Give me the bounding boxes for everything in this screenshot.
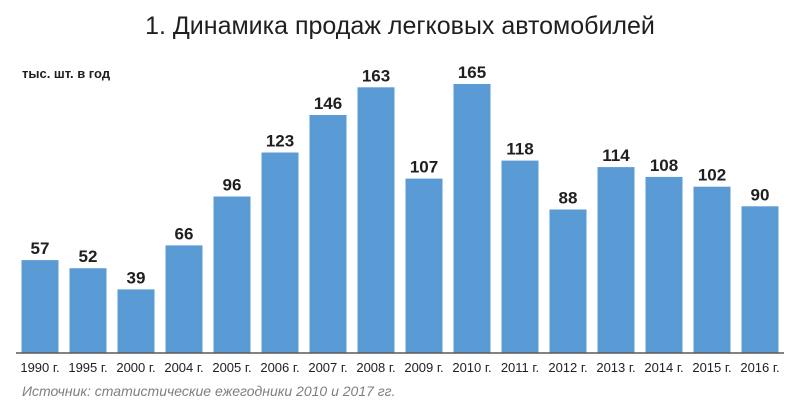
data-label-0: 57 [31,239,50,258]
data-label-4: 96 [223,176,242,195]
data-label-13: 108 [650,156,678,175]
bar-2 [117,289,155,353]
data-label-7: 163 [362,66,390,85]
bar-10 [501,160,539,353]
x-tick-label-8: 2009 г. [404,360,443,375]
x-tick-label-14: 2015 г. [692,360,731,375]
bar-15 [741,206,779,353]
data-label-2: 39 [127,268,146,287]
data-label-9: 165 [458,63,486,82]
bar-6 [309,115,347,353]
bar-0 [21,260,59,353]
x-tick-label-10: 2011 г. [501,360,539,375]
x-tick-label-2: 2000 г. [116,360,155,375]
bar-7 [357,87,395,354]
data-label-14: 102 [698,166,726,185]
data-label-15: 90 [751,185,770,204]
chart-title: 1. Динамика продаж легковых автомобилей [145,12,655,40]
data-label-11: 88 [559,189,578,208]
bar-9 [453,84,491,353]
data-label-1: 52 [79,247,98,266]
bar-3 [165,245,203,353]
bar-12 [597,167,635,353]
data-label-12: 114 [602,146,630,165]
bar-1 [69,268,107,353]
bar-8 [405,178,443,353]
x-tick-label-1: 1995 г. [68,360,107,375]
x-tick-label-7: 2008 г. [356,360,395,375]
bar-13 [645,176,683,353]
bar-5 [261,152,299,353]
x-tick-label-0: 1990 г. [20,360,59,375]
x-tick-label-5: 2006 г. [260,360,299,375]
data-label-6: 146 [314,94,342,113]
y-axis-unit-label: тыс. шт. в год [22,66,111,81]
data-label-3: 66 [175,224,194,243]
data-label-8: 107 [410,158,438,177]
x-tick-label-15: 2016 г. [740,360,779,375]
data-label-5: 123 [266,132,294,151]
x-tick-label-9: 2010 г. [452,360,491,375]
x-tick-label-6: 2007 г. [308,360,347,375]
bar-4 [213,196,251,353]
x-tick-label-3: 2004 г. [164,360,203,375]
source-note: Источник: статистические ежегодники 2010… [22,383,396,399]
bar-11 [549,209,587,353]
x-tick-label-11: 2012 г. [548,360,587,375]
x-tick-label-13: 2014 г. [644,360,683,375]
x-tick-label-12: 2013 г. [596,360,635,375]
x-tick-label-4: 2005 г. [212,360,251,375]
bar-14 [693,186,731,353]
data-label-10: 118 [506,140,533,159]
